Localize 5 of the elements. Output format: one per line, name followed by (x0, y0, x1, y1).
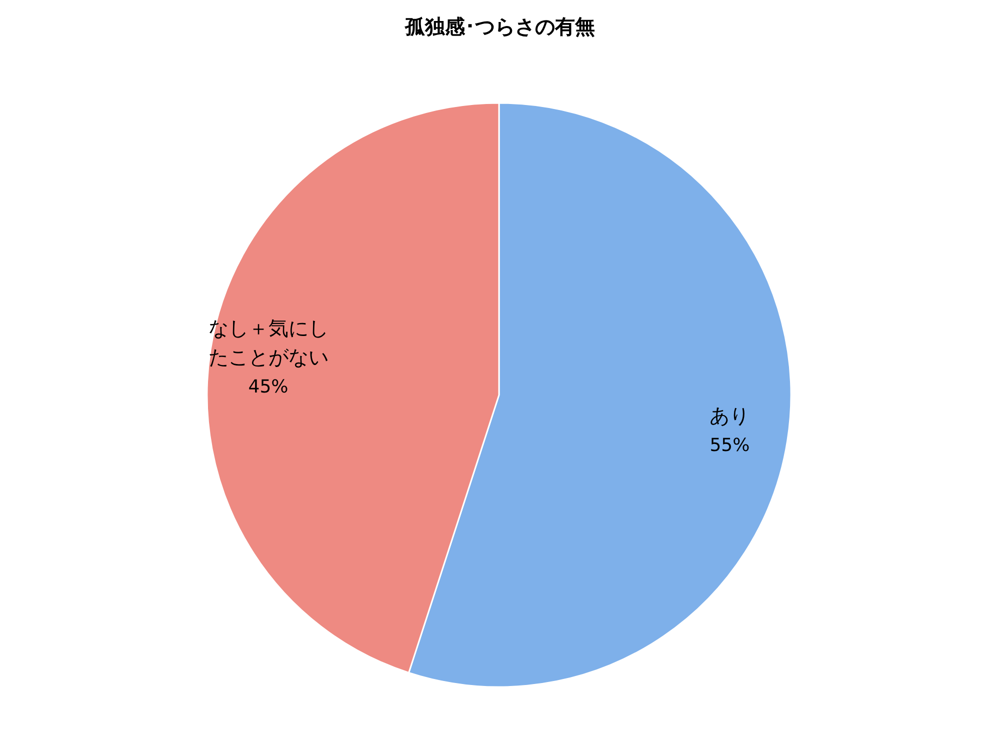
slice-label: なし＋気にしたことがない (208, 316, 328, 369)
data-label: 45% (248, 376, 288, 398)
chart-title: 孤独感･つらさの有無 (404, 14, 595, 38)
slice-label: あり (710, 404, 750, 428)
data-label: 55% (710, 434, 750, 456)
